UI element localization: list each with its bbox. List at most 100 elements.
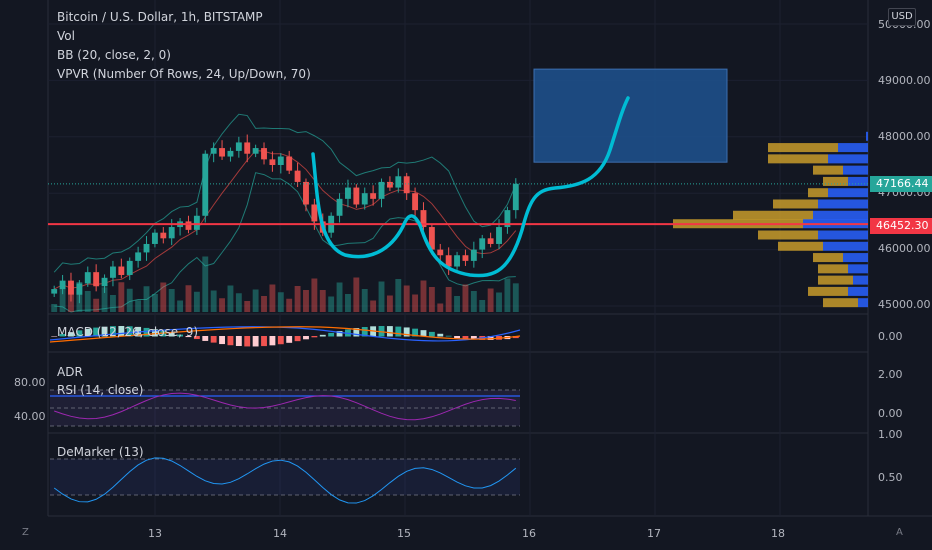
auto-scale-button[interactable]: A (896, 527, 903, 538)
macd-histogram-bar (336, 331, 343, 337)
indicator-vpvr[interactable]: VPVR (Number Of Rows, 24, Up/Down, 70) (57, 67, 311, 81)
macd-histogram-bar (386, 326, 393, 337)
volume-bar (244, 301, 251, 312)
macd-histogram-bar (328, 332, 335, 337)
rsi-tick: 40.00 (14, 410, 46, 423)
candle (151, 232, 158, 244)
volume-bar (210, 290, 217, 312)
volume-bar (479, 300, 486, 312)
vpvr-up-bar (848, 176, 868, 186)
time-tick: 13 (148, 527, 162, 540)
volume-bar (378, 281, 385, 312)
vpvr-down-bar (808, 188, 828, 198)
vpvr-down-bar (768, 143, 838, 153)
candle (378, 181, 385, 199)
macd-histogram-bar (470, 336, 477, 340)
candle (118, 266, 125, 275)
volume-bar (160, 282, 167, 312)
symbol-title[interactable]: Bitcoin / U.S. Dollar, 1h, BITSTAMP (57, 10, 263, 24)
vpvr-down-bar (818, 264, 848, 274)
candle (210, 148, 217, 154)
volume-bar (101, 287, 108, 312)
demarker-band (50, 459, 520, 495)
macd-histogram-bar (353, 328, 360, 337)
macd-histogram-bar (487, 336, 494, 340)
candle (370, 193, 377, 199)
candle (479, 238, 486, 250)
volume-bar (336, 282, 343, 312)
volume-bar (51, 304, 58, 312)
indicator-vol[interactable]: Vol (57, 29, 75, 43)
macd-histogram-bar (51, 336, 58, 337)
rsi-title[interactable]: RSI (14, close) (57, 383, 144, 397)
volume-bar (151, 294, 158, 312)
cup-handle-drawing[interactable] (311, 96, 630, 278)
macd-histogram-bar (84, 328, 91, 337)
macd-histogram-bar (261, 336, 267, 347)
currency-button[interactable]: USD (888, 8, 916, 26)
volume-bar (219, 298, 225, 312)
rsi-pane (50, 389, 520, 427)
candle (386, 181, 393, 188)
volume-bar (496, 292, 502, 312)
macd-histogram-bar (462, 336, 469, 339)
candle (219, 148, 225, 157)
macd-histogram-bar (454, 336, 460, 339)
indicator-bb[interactable]: BB (20, close, 2, 0) (57, 48, 171, 62)
volume-bar (504, 278, 511, 312)
candle (76, 283, 83, 295)
candle (420, 210, 427, 228)
volume-bar (168, 289, 175, 312)
vpvr-down-bar (813, 165, 843, 175)
vpvr-down-bar (768, 154, 828, 164)
candle (202, 153, 209, 216)
vpvr-up-bar (818, 230, 868, 240)
volume-bar (403, 285, 410, 312)
macd-histogram-bar (361, 327, 368, 337)
candle (193, 215, 200, 230)
candle (504, 210, 511, 228)
macd-histogram-bar (168, 332, 175, 337)
macd-histogram-bar (68, 332, 74, 337)
vpvr-up-bar (823, 241, 868, 251)
candle (286, 156, 293, 171)
volume-bar (235, 293, 242, 312)
volume-bar (454, 296, 460, 312)
macd-histogram-bar (185, 336, 192, 338)
volume-bar (445, 287, 452, 312)
adr-title[interactable]: ADR (57, 365, 83, 379)
volume-bar (294, 286, 301, 312)
time-tick: 15 (397, 527, 411, 540)
macd-histogram-bar (244, 336, 251, 347)
macd-histogram-bar (227, 336, 234, 346)
macd-histogram-bar (428, 331, 435, 337)
candle (311, 204, 318, 222)
volume-bar (202, 256, 209, 312)
zoom-button[interactable]: Z (22, 527, 29, 538)
candle (445, 255, 452, 267)
volume-bar (269, 284, 276, 312)
volume-bar (412, 294, 419, 312)
demarker-title[interactable]: DeMarker (13) (57, 445, 144, 459)
signal-line (49, 326, 521, 343)
volume-bar (68, 294, 74, 312)
macd-histogram-bar (93, 327, 100, 337)
volume-bar (353, 277, 360, 312)
volume-bar (328, 296, 335, 312)
candle (160, 232, 167, 239)
bb-upper (53, 113, 517, 273)
candle (462, 255, 469, 261)
macd-histogram-bar (143, 327, 150, 337)
demarker-pane (50, 457, 520, 504)
volume-bar (143, 286, 150, 312)
candle (361, 193, 368, 205)
macd-title[interactable]: MACD (12, 26, close, 9) (57, 325, 199, 339)
support-price-tag: 46452.30 (870, 218, 932, 234)
target-zone-box[interactable] (533, 68, 728, 163)
volume-bar (135, 300, 142, 312)
candle (68, 280, 74, 295)
macd-histogram-bar (277, 336, 284, 345)
candle (143, 243, 150, 253)
